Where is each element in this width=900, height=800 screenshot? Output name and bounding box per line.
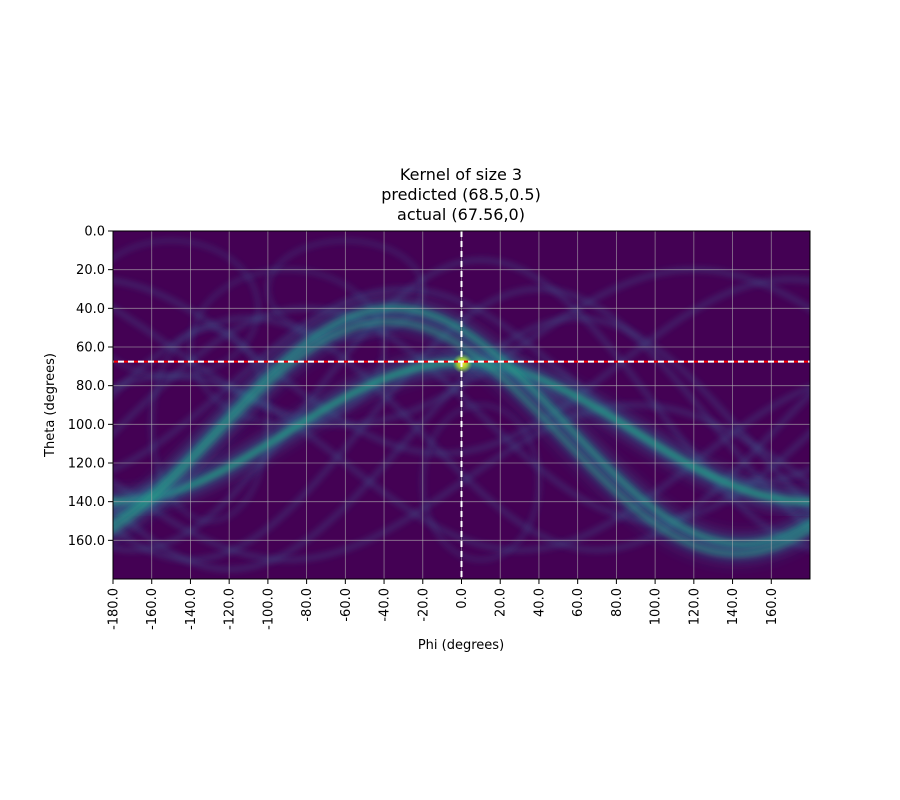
- y-tick-label-7: 140.0: [68, 495, 105, 510]
- x-tick-label-0: -180.0: [107, 588, 122, 630]
- y-tick-label-0: 0.0: [84, 225, 105, 240]
- x-tick-label-1: -160.0: [145, 588, 160, 630]
- x-tick-label-4: -100.0: [261, 588, 276, 630]
- x-tick-label-13: 80.0: [610, 588, 625, 617]
- x-tick-label-15: 120.0: [687, 588, 702, 625]
- x-tick-label-17: 160.0: [765, 588, 780, 625]
- chart-title: Kernel of size 3 predicted (68.5,0.5) ac…: [381, 165, 541, 224]
- y-tick-label-6: 120.0: [68, 457, 105, 472]
- plot-area: [113, 231, 810, 579]
- y-tick-label-5: 100.0: [68, 418, 105, 433]
- x-tick-label-10: 20.0: [494, 588, 509, 617]
- y-tick-label-2: 40.0: [76, 302, 105, 317]
- title-line-2: predicted (68.5,0.5): [381, 185, 541, 204]
- x-tick-label-8: -20.0: [416, 588, 431, 622]
- x-tick-label-9: 0.0: [455, 588, 470, 609]
- x-tick-label-16: 140.0: [726, 588, 741, 625]
- x-tick-label-5: -80.0: [300, 588, 315, 622]
- x-tick-label-12: 60.0: [571, 588, 586, 617]
- y-axis-label: Theta (degrees): [43, 353, 58, 458]
- x-tick-label-11: 40.0: [532, 588, 547, 617]
- title-line-1: Kernel of size 3: [400, 165, 522, 184]
- y-axis-ticks: 0.0 20.0 40.0 60.0 80.0 100.0 120.0 140.0 160.0: [68, 225, 113, 549]
- x-tick-label-2: -140.0: [184, 588, 199, 630]
- y-tick-label-3: 60.0: [76, 341, 105, 356]
- x-tick-label-14: 100.0: [649, 588, 664, 625]
- x-tick-label-3: -120.0: [223, 588, 238, 630]
- y-tick-label-4: 80.0: [76, 379, 105, 394]
- crosshairs: [113, 231, 810, 579]
- y-tick-label-8: 160.0: [68, 534, 105, 549]
- x-axis-label: Phi (degrees): [418, 638, 504, 653]
- y-tick-label-1: 20.0: [76, 263, 105, 278]
- title-line-3: actual (67.56,0): [397, 205, 525, 224]
- x-axis-ticks: -180.0 -160.0 -140.0 -120.0 -100.0 -80.0 -60.0…: [107, 579, 780, 630]
- x-tick-label-6: -60.0: [339, 588, 354, 622]
- x-tick-label-7: -40.0: [378, 588, 393, 622]
